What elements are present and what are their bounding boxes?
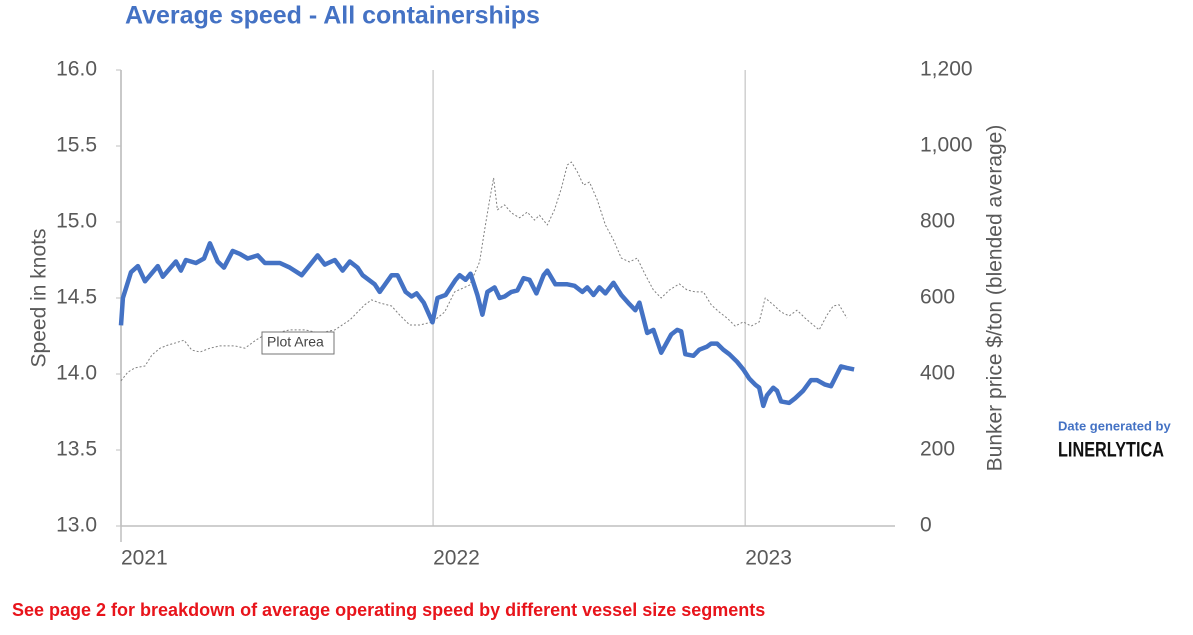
y2-tick-label: 200 <box>920 438 955 461</box>
y-axis-label: Speed in knots <box>28 229 51 368</box>
y-tick-label: 15.0 <box>56 210 97 233</box>
y2-axis-label: Bunker price $/ton (blended average) <box>984 125 1007 472</box>
footnote: See page 2 for breakdown of average oper… <box>12 600 765 620</box>
y2-tick-label: 600 <box>920 286 955 309</box>
y-tick-label: 15.5 <box>56 134 97 157</box>
speed-line <box>118 241 855 409</box>
y-tick-label: 14.0 <box>56 362 97 385</box>
y2-tick-label: 1,200 <box>920 58 973 81</box>
annotation-box <box>261 331 335 355</box>
y2-tick-label: 800 <box>920 210 955 233</box>
y2-tick-label: 0 <box>920 514 932 537</box>
y-tick-label: 13.5 <box>56 438 97 461</box>
y-tick-label: 16.0 <box>56 58 97 81</box>
x-tick-label: 2021 <box>121 547 168 570</box>
x-tick-label: 2023 <box>745 547 792 570</box>
y2-tick-label: 1,000 <box>920 134 973 157</box>
credit-label: Date generated by <box>1058 418 1171 433</box>
credit-brand: LINERLYTICA <box>1058 439 1164 462</box>
chart-title: Average speed - All containerships <box>125 2 540 30</box>
y2-tick-label: 400 <box>920 362 955 385</box>
y-tick-label: 13.0 <box>56 514 97 537</box>
y-tick-label: 14.5 <box>56 286 97 309</box>
x-tick-label: 2022 <box>433 547 480 570</box>
bunker-line <box>120 161 848 382</box>
annotation: Plot Area <box>267 334 324 350</box>
